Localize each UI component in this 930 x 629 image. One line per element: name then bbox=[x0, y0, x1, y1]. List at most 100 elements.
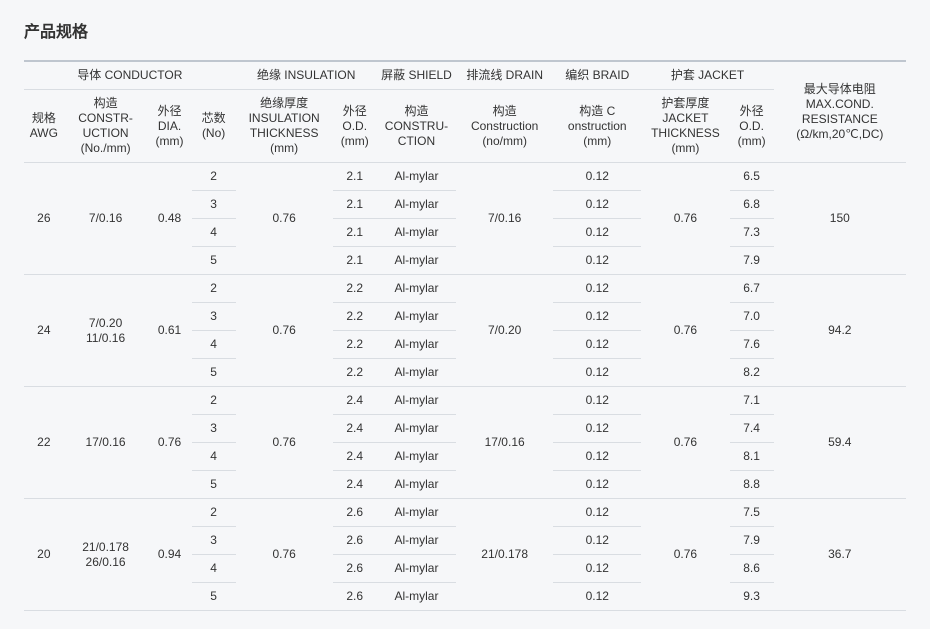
hdr-braid: 编织 BRAID bbox=[553, 61, 641, 90]
cell-insod: 2.6 bbox=[333, 583, 377, 611]
cell-core: 3 bbox=[192, 191, 236, 219]
cell-core: 5 bbox=[192, 247, 236, 275]
hdr-drain: 排流线 DRAIN bbox=[456, 61, 553, 90]
cell-shield: Al-mylar bbox=[377, 331, 456, 359]
cell-maxres: 59.4 bbox=[774, 387, 906, 499]
cell-insod: 2.4 bbox=[333, 471, 377, 499]
cell-braid: 0.12 bbox=[553, 163, 641, 191]
cell-maxres: 36.7 bbox=[774, 499, 906, 611]
cell-insod: 2.4 bbox=[333, 387, 377, 415]
cell-jkod: 7.5 bbox=[730, 499, 774, 527]
cell-braid: 0.12 bbox=[553, 443, 641, 471]
cell-maxres: 150 bbox=[774, 163, 906, 275]
cell-shield: Al-mylar bbox=[377, 415, 456, 443]
hdr-jkthk: 护套厚度 JACKET THICKNESS (mm) bbox=[641, 90, 729, 163]
cell-core: 2 bbox=[192, 499, 236, 527]
cell-awg: 20 bbox=[24, 499, 64, 611]
cell-jkthk: 0.76 bbox=[641, 163, 729, 275]
hdr-shield: 屏蔽 SHIELD bbox=[377, 61, 456, 90]
cell-braid: 0.12 bbox=[553, 275, 641, 303]
cell-braid: 0.12 bbox=[553, 583, 641, 611]
cell-insod: 2.6 bbox=[333, 527, 377, 555]
cell-awg: 26 bbox=[24, 163, 64, 275]
cell-dia: 0.48 bbox=[147, 163, 191, 275]
cell-jkthk: 0.76 bbox=[641, 387, 729, 499]
cell-shield: Al-mylar bbox=[377, 303, 456, 331]
cell-jkthk: 0.76 bbox=[641, 499, 729, 611]
cell-constr: 17/0.16 bbox=[64, 387, 148, 499]
cell-insod: 2.2 bbox=[333, 303, 377, 331]
hdr-core: 芯数 (No) bbox=[192, 90, 236, 163]
cell-insod: 2.2 bbox=[333, 275, 377, 303]
cell-constr: 21/0.17826/0.16 bbox=[64, 499, 148, 611]
cell-insod: 2.4 bbox=[333, 443, 377, 471]
cell-insthk: 0.76 bbox=[236, 163, 333, 275]
hdr-maxres: 最大导体电阻 MAX.COND. RESISTANCE (Ω/km,20℃,DC… bbox=[774, 61, 906, 163]
cell-shield: Al-mylar bbox=[377, 247, 456, 275]
cell-shield: Al-mylar bbox=[377, 191, 456, 219]
hdr-braidc: 构造 C onstruction (mm) bbox=[553, 90, 641, 163]
cell-jkod: 7.4 bbox=[730, 415, 774, 443]
cell-jkod: 8.8 bbox=[730, 471, 774, 499]
cell-core: 5 bbox=[192, 359, 236, 387]
cell-insod: 2.1 bbox=[333, 191, 377, 219]
cell-jkod: 6.7 bbox=[730, 275, 774, 303]
cell-jkod: 8.6 bbox=[730, 555, 774, 583]
table-row: 267/0.160.4820.762.1Al-mylar7/0.160.120.… bbox=[24, 163, 906, 191]
cell-core: 3 bbox=[192, 415, 236, 443]
hdr-dia: 外径 DIA. (mm) bbox=[147, 90, 191, 163]
cell-awg: 22 bbox=[24, 387, 64, 499]
cell-insod: 2.2 bbox=[333, 331, 377, 359]
cell-braid: 0.12 bbox=[553, 555, 641, 583]
hdr-shieldc: 构造 CONSTRU-CTION bbox=[377, 90, 456, 163]
cell-jkthk: 0.76 bbox=[641, 275, 729, 387]
cell-jkod: 7.0 bbox=[730, 303, 774, 331]
cell-insod: 2.1 bbox=[333, 163, 377, 191]
hdr-awg: 规格 AWG bbox=[24, 90, 64, 163]
cell-drain: 7/0.16 bbox=[456, 163, 553, 275]
cell-jkod: 7.9 bbox=[730, 527, 774, 555]
cell-insod: 2.6 bbox=[333, 555, 377, 583]
cell-jkod: 9.3 bbox=[730, 583, 774, 611]
cell-dia: 0.94 bbox=[147, 499, 191, 611]
cell-braid: 0.12 bbox=[553, 303, 641, 331]
cell-insod: 2.4 bbox=[333, 415, 377, 443]
cell-insod: 2.2 bbox=[333, 359, 377, 387]
cell-jkod: 7.3 bbox=[730, 219, 774, 247]
cell-core: 4 bbox=[192, 555, 236, 583]
cell-braid: 0.12 bbox=[553, 359, 641, 387]
cell-shield: Al-mylar bbox=[377, 359, 456, 387]
cell-braid: 0.12 bbox=[553, 219, 641, 247]
header-row-top: 导体 CONDUCTOR 绝缘 INSULATION 屏蔽 SHIELD 排流线… bbox=[24, 61, 906, 90]
hdr-insod: 外径 O.D. (mm) bbox=[333, 90, 377, 163]
cell-braid: 0.12 bbox=[553, 499, 641, 527]
cell-jkod: 7.6 bbox=[730, 331, 774, 359]
hdr-jkod: 外径 O.D. (mm) bbox=[730, 90, 774, 163]
cell-core: 4 bbox=[192, 443, 236, 471]
cell-core: 4 bbox=[192, 219, 236, 247]
cell-braid: 0.12 bbox=[553, 415, 641, 443]
cell-shield: Al-mylar bbox=[377, 583, 456, 611]
cell-shield: Al-mylar bbox=[377, 387, 456, 415]
cell-shield: Al-mylar bbox=[377, 163, 456, 191]
table-row: 2217/0.160.7620.762.4Al-mylar17/0.160.12… bbox=[24, 387, 906, 415]
cell-insthk: 0.76 bbox=[236, 275, 333, 387]
cell-core: 5 bbox=[192, 583, 236, 611]
table-row: 247/0.2011/0.160.6120.762.2Al-mylar7/0.2… bbox=[24, 275, 906, 303]
hdr-constr: 构造 CONSTR-UCTION (No./mm) bbox=[64, 90, 148, 163]
table-row: 2021/0.17826/0.160.9420.762.6Al-mylar21/… bbox=[24, 499, 906, 527]
hdr-jacket: 护套 JACKET bbox=[641, 61, 773, 90]
cell-braid: 0.12 bbox=[553, 527, 641, 555]
cell-braid: 0.12 bbox=[553, 387, 641, 415]
cell-core: 2 bbox=[192, 275, 236, 303]
cell-shield: Al-mylar bbox=[377, 471, 456, 499]
cell-braid: 0.12 bbox=[553, 191, 641, 219]
page-title: 产品规格 bbox=[24, 18, 906, 42]
cell-braid: 0.12 bbox=[553, 247, 641, 275]
cell-awg: 24 bbox=[24, 275, 64, 387]
spec-tbody: 267/0.160.4820.762.1Al-mylar7/0.160.120.… bbox=[24, 163, 906, 611]
cell-core: 3 bbox=[192, 527, 236, 555]
cell-jkod: 8.2 bbox=[730, 359, 774, 387]
cell-jkod: 7.9 bbox=[730, 247, 774, 275]
cell-drain: 21/0.178 bbox=[456, 499, 553, 611]
